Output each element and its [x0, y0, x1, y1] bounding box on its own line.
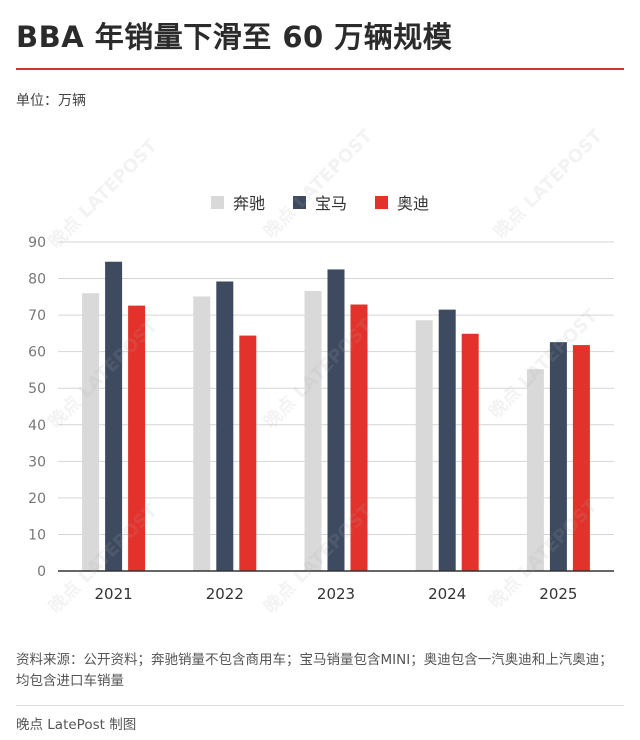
y-tick-label: 0 — [37, 564, 46, 580]
watermark: 晚点 LATEPOST — [489, 125, 607, 243]
unit-label: 单位：万辆 — [16, 93, 86, 109]
bar — [526, 369, 544, 571]
x-tick-label: 2025 — [539, 585, 577, 603]
bar — [216, 281, 234, 571]
bar — [82, 293, 100, 571]
y-tick-label: 20 — [28, 491, 46, 507]
x-tick-label: 2021 — [95, 585, 133, 603]
bar — [128, 305, 146, 571]
bar — [304, 290, 322, 571]
bar — [193, 296, 211, 571]
legend-label-bmw: 宝马 — [314, 194, 347, 213]
y-tick-label: 70 — [28, 308, 46, 324]
bar — [239, 335, 257, 571]
y-tick-label: 40 — [28, 418, 46, 434]
chart-legend: 奔驰 宝马 奥迪 — [0, 190, 640, 214]
bar-chart: 0 10 20 30 40 50 60 70 80 90 2021 2022 2023 2024 2025 — [28, 235, 614, 603]
legend-swatch-audi — [375, 195, 388, 209]
bar — [105, 261, 123, 571]
bar — [461, 333, 479, 571]
legend-label-audi: 奥迪 — [397, 194, 430, 213]
watermark: 晚点 LATEPOST — [259, 125, 377, 243]
bar — [415, 320, 433, 571]
credit-line: 晚点 LatePost 制图 — [16, 717, 137, 733]
bar — [438, 309, 456, 571]
legend-swatch-benz — [210, 195, 224, 209]
legend-item-benz: 奔驰 — [210, 190, 265, 214]
footer-divider — [16, 705, 624, 706]
y-tick-label: 80 — [28, 272, 46, 288]
y-tick-label: 30 — [28, 454, 46, 470]
legend-item-audi: 奥迪 — [375, 190, 429, 214]
bar — [327, 269, 345, 571]
y-tick-label: 90 — [28, 235, 46, 251]
y-tick-label: 60 — [28, 345, 46, 361]
source-note: 资料来源：公开资料；奔驰销量不包含商用车；宝马销量包含MINI；奥迪包含一汽奥迪… — [16, 652, 613, 689]
legend-item-bmw: 宝马 — [292, 190, 347, 214]
y-tick-label: 10 — [28, 527, 46, 543]
x-tick-label: 2024 — [428, 585, 466, 603]
legend-swatch-bmw — [292, 195, 306, 209]
legend-label-benz: 奔驰 — [232, 194, 265, 213]
bar — [549, 342, 567, 571]
chart-title: BBA 年销量下滑至 60 万辆规模 — [16, 20, 453, 54]
y-tick-label: 50 — [28, 381, 46, 397]
bar — [350, 304, 368, 571]
title-divider — [16, 68, 624, 70]
x-tick-label: 2023 — [317, 585, 355, 603]
bar — [572, 345, 590, 571]
x-tick-label: 2022 — [206, 585, 244, 603]
